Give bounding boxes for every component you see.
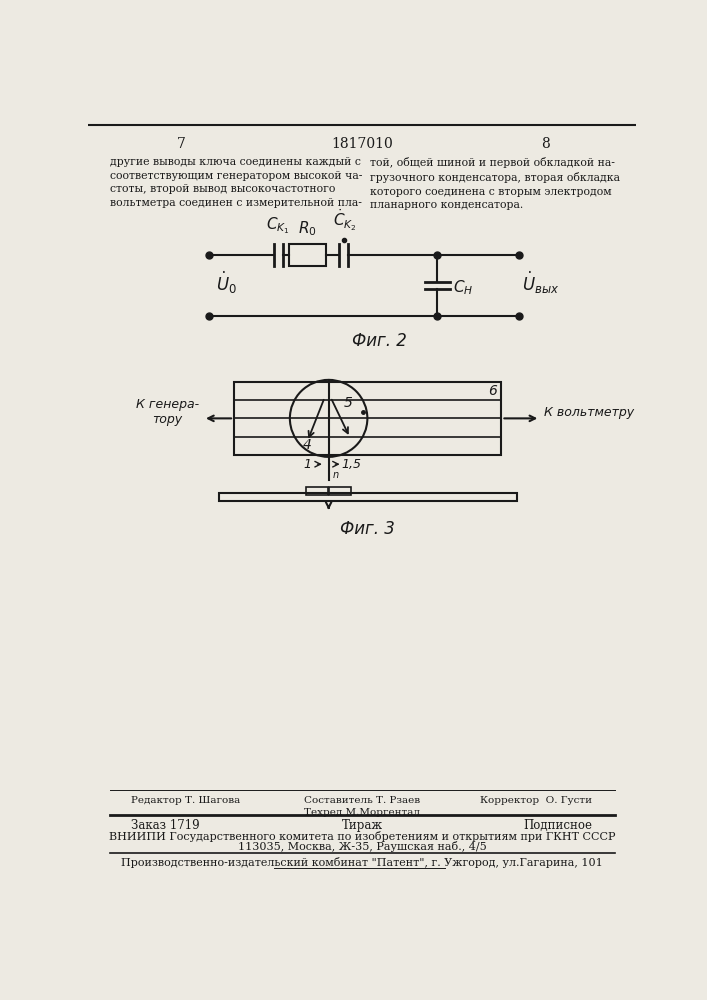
- Text: Составитель Т. Рзаев
Техред М.Моргентал: Составитель Т. Рзаев Техред М.Моргентал: [304, 796, 420, 817]
- Bar: [234, 382, 501, 455]
- Text: Тираж: Тираж: [341, 819, 382, 832]
- Text: той, общей шиной и первой обкладкой на-
грузочного конденсатора, вторая обкладка: той, общей шиной и первой обкладкой на- …: [370, 157, 620, 210]
- Bar: [329, 487, 351, 495]
- Text: 1,5: 1,5: [342, 458, 362, 471]
- Text: 6: 6: [488, 384, 496, 398]
- Text: Заказ 1719: Заказ 1719: [131, 819, 199, 832]
- Text: 8: 8: [542, 137, 550, 151]
- Text: 1: 1: [303, 458, 311, 471]
- Bar: [306, 487, 328, 495]
- Text: Фиг. 3: Фиг. 3: [340, 520, 395, 538]
- Text: 4: 4: [303, 438, 311, 452]
- Text: Фиг. 2: Фиг. 2: [351, 332, 407, 350]
- Text: 5: 5: [344, 396, 352, 410]
- Text: другие выводы ключа соединены каждый с
соответствующим генератором высокой ча-
с: другие выводы ключа соединены каждый с с…: [110, 157, 363, 208]
- Text: $C_{K_1}$: $C_{K_1}$: [267, 216, 290, 236]
- Text: 113035, Москва, Ж-35, Раушская наб., 4/5: 113035, Москва, Ж-35, Раушская наб., 4/5: [238, 841, 486, 852]
- Text: n: n: [332, 470, 339, 480]
- Bar: [289, 244, 327, 266]
- Text: К вольтметру: К вольтметру: [544, 406, 634, 419]
- Text: 7: 7: [177, 137, 186, 151]
- Text: $\dot{U}_{вых}$: $\dot{U}_{вых}$: [522, 270, 560, 296]
- Text: Редактор Т. Шагова: Редактор Т. Шагова: [131, 796, 240, 805]
- Text: Подписное: Подписное: [523, 819, 592, 832]
- Text: $R_0$: $R_0$: [298, 219, 317, 238]
- Text: К генера-
тору: К генера- тору: [136, 398, 199, 426]
- Text: $\dot{U}_0$: $\dot{U}_0$: [216, 270, 238, 296]
- Text: ВНИИПИ Государственного комитета по изобретениям и открытиям при ГКНТ СССР: ВНИИПИ Государственного комитета по изоб…: [109, 831, 615, 842]
- Text: $\dot{C}_{K_2}$: $\dot{C}_{K_2}$: [333, 208, 357, 233]
- Text: Корректор  О. Густи: Корректор О. Густи: [480, 796, 592, 805]
- Text: 1817010: 1817010: [331, 137, 393, 151]
- Bar: [218, 493, 517, 501]
- Text: $C_H$: $C_H$: [452, 279, 473, 297]
- Text: Производственно-издательский комбинат "Патент", г. Ужгород, ул.Гагарина, 101: Производственно-издательский комбинат "П…: [121, 857, 603, 868]
